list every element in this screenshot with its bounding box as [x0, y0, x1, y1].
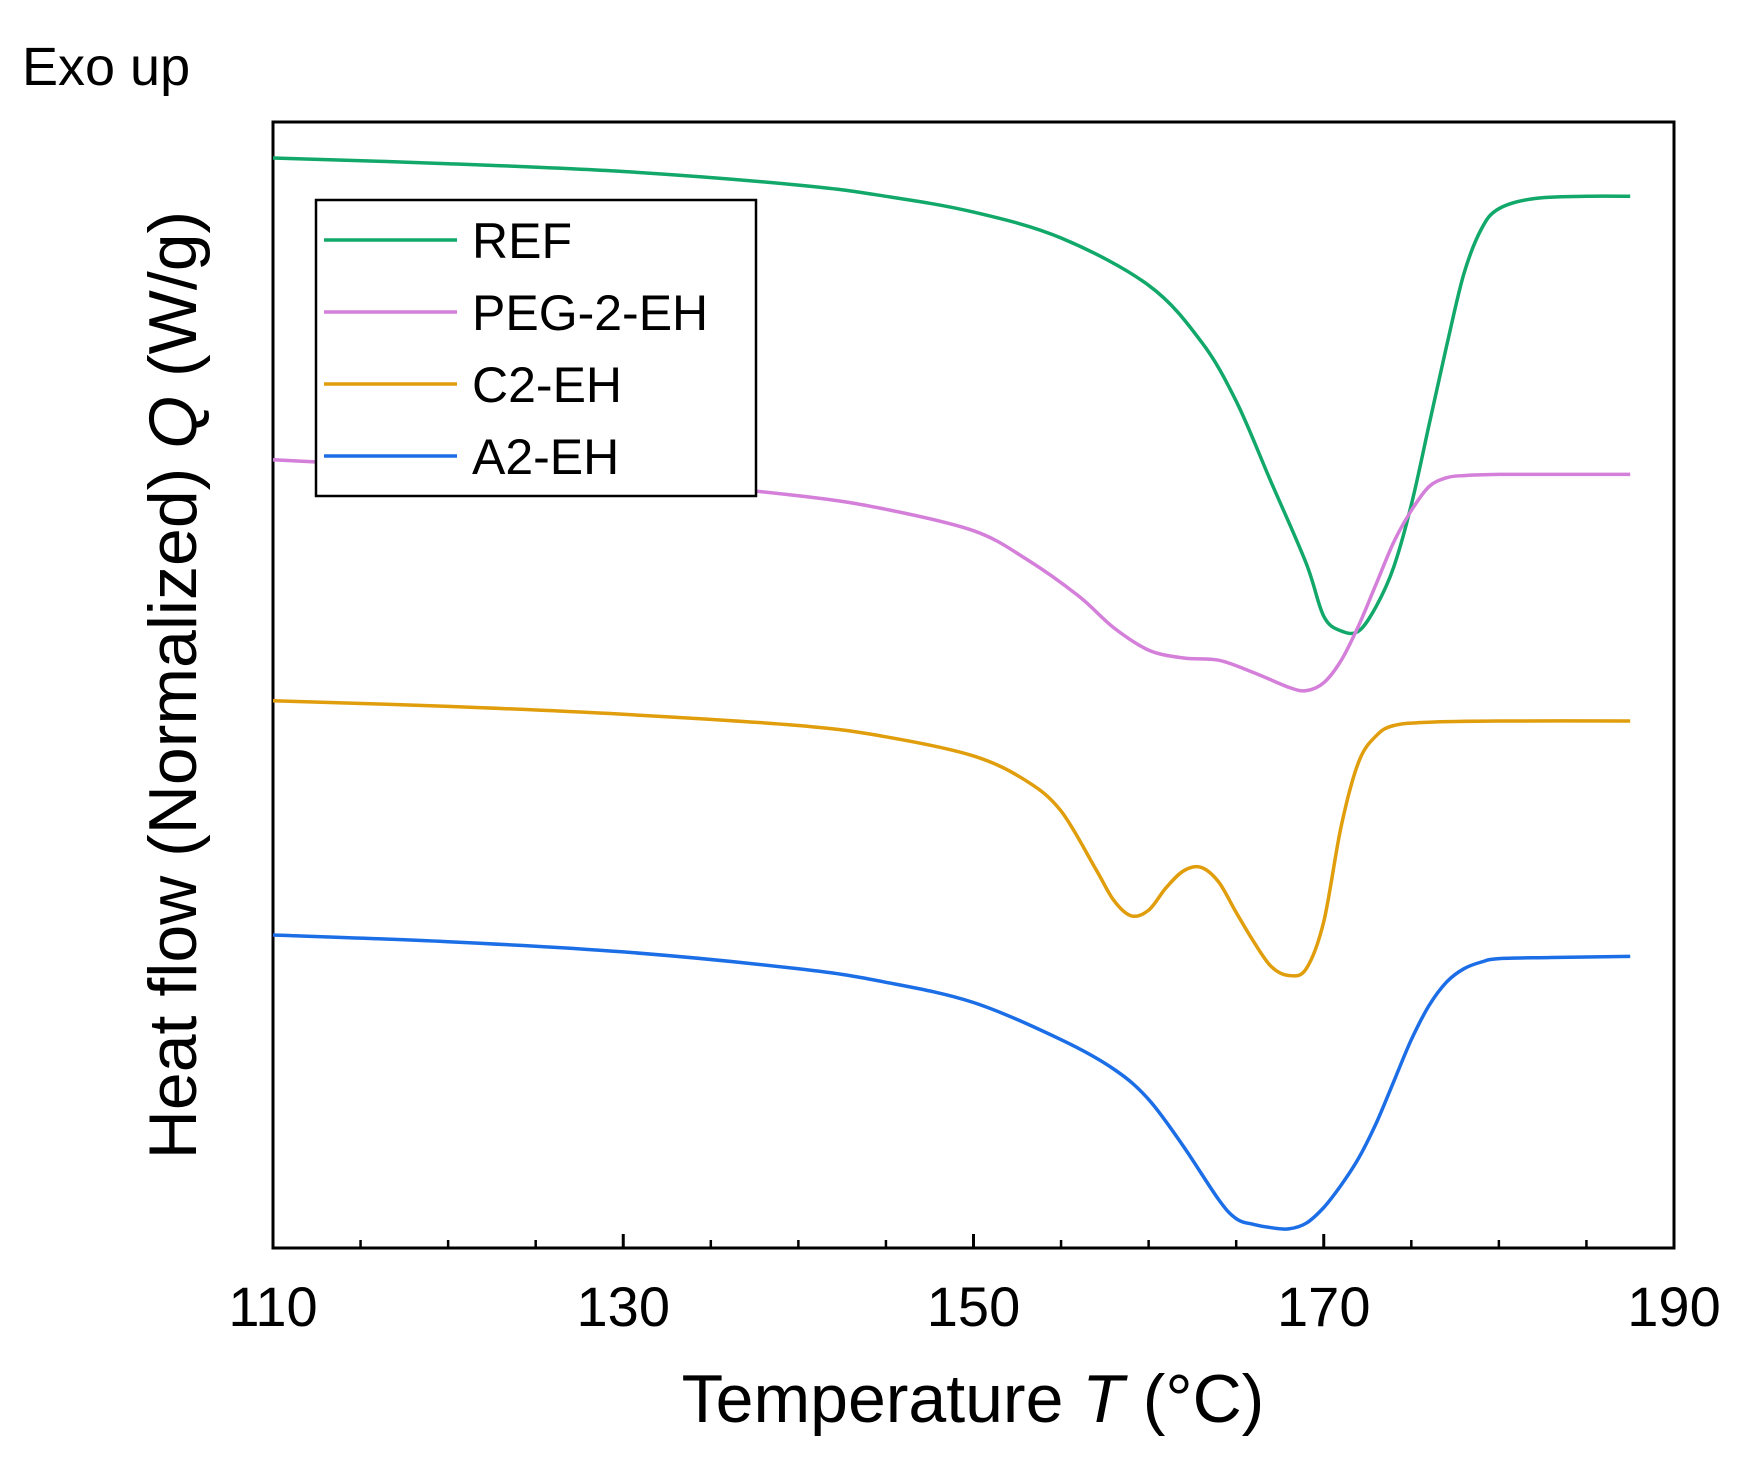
x-tick-label: 190 — [1627, 1275, 1720, 1338]
x-axis-title-main: Temperature — [682, 1361, 1083, 1437]
y-axis-title-unit: (W/g) — [135, 211, 211, 396]
legend-label-ref: REF — [472, 213, 572, 269]
exo-up-annotation: Exo up — [22, 37, 190, 97]
x-tick-label: 170 — [1277, 1275, 1370, 1338]
legend-label-peg-2-eh: PEG-2-EH — [472, 285, 708, 341]
x-tick-label: 110 — [228, 1275, 317, 1338]
y-axis-title-main: Heat flow (Normalized) — [135, 449, 211, 1159]
series-layer — [272, 156, 1631, 1231]
x-axis-title: Temperature T (°C) — [682, 1361, 1265, 1437]
series-line-c2-eh — [272, 699, 1631, 978]
x-tick-label: 150 — [927, 1275, 1020, 1338]
x-axis-title-symbol: T — [1082, 1361, 1128, 1437]
y-axis-title: Heat flow (Normalized) Q (W/g) — [135, 211, 211, 1159]
series-line-peg-2-eh — [272, 458, 1631, 693]
x-axis-ticks: 110 130 150 170 190 — [228, 1234, 1721, 1338]
legend-box — [314, 198, 758, 498]
series-line-ref — [272, 156, 1631, 636]
x-axis-title-unit: (°C) — [1124, 1361, 1264, 1437]
x-tick-label: 130 — [577, 1275, 670, 1338]
legend-label-c2-eh: C2-EH — [472, 357, 622, 413]
legend-label-a2-eh: A2-EH — [472, 429, 619, 485]
legend: REF PEG-2-EH C2-EH A2-EH — [314, 198, 758, 498]
y-axis-title-symbol: Q — [135, 396, 211, 449]
series-line-a2-eh — [272, 933, 1631, 1231]
